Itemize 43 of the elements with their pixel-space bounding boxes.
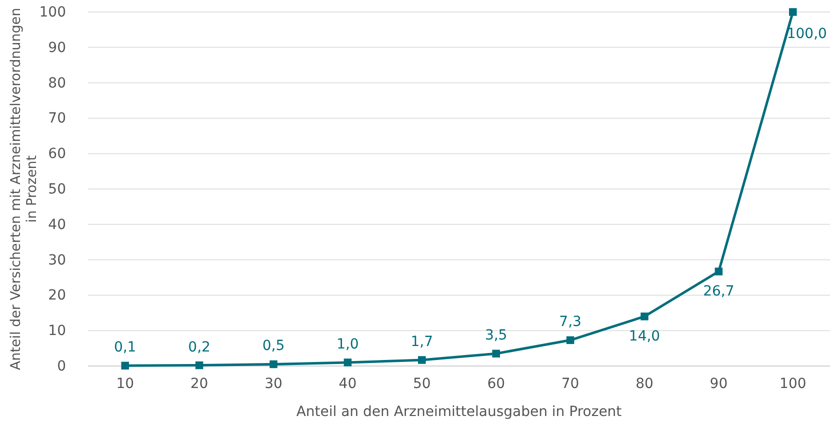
x-tick-label: 70	[561, 376, 580, 392]
point	[566, 336, 574, 344]
point	[270, 360, 278, 368]
y-tick-label: 0	[57, 358, 66, 374]
y-tick-label: 60	[48, 146, 66, 162]
x-tick-label: 60	[487, 376, 506, 392]
y-tick-label: 100	[39, 4, 66, 20]
x-tick-label: 90	[710, 376, 728, 392]
y-axis-title: Anteil der Versicherten mit Arzneimittelverordnungen in Prozent	[8, 8, 40, 370]
point	[640, 312, 648, 320]
point	[789, 8, 797, 16]
x-tick-label: 80	[636, 376, 654, 392]
data-label: 100,0	[786, 26, 827, 42]
point	[121, 362, 129, 370]
point	[714, 268, 723, 276]
data-label: 0,5	[262, 338, 285, 354]
data-label: 0,1	[114, 340, 136, 356]
x-tick-label: 20	[190, 376, 208, 392]
y-tick-label: 30	[48, 252, 66, 268]
x-tick-label: 40	[338, 376, 357, 392]
data-label: 0,2	[188, 339, 210, 356]
x-tick-label: 30	[264, 376, 282, 392]
data-label: 1,7	[410, 334, 434, 350]
point	[195, 361, 204, 370]
y-tick-label: 70	[48, 110, 66, 127]
y-tick-label: 20	[48, 288, 66, 304]
y-tick-label: 10	[48, 323, 66, 340]
data-label: 14,0	[628, 328, 660, 344]
y-tick-label: 40	[48, 216, 66, 233]
point	[418, 356, 426, 364]
x-tick-label: 50	[412, 376, 431, 392]
x-tick-label: 10	[116, 376, 134, 392]
data-label: 3,5	[484, 328, 508, 344]
data-label: 26,7	[703, 283, 734, 300]
x-tick-label: 100	[780, 376, 806, 392]
y-tick-label: 50	[48, 181, 66, 198]
y-tick-label: 80	[48, 75, 66, 92]
x-axis-title: Anteil an den Arzneimittelausgaben in Prozent	[296, 404, 622, 420]
data-label: 1,0	[336, 336, 359, 352]
point	[492, 350, 500, 358]
point	[344, 358, 352, 366]
y-tick-label: 90	[48, 40, 66, 56]
data-label: 7,3	[559, 314, 582, 330]
